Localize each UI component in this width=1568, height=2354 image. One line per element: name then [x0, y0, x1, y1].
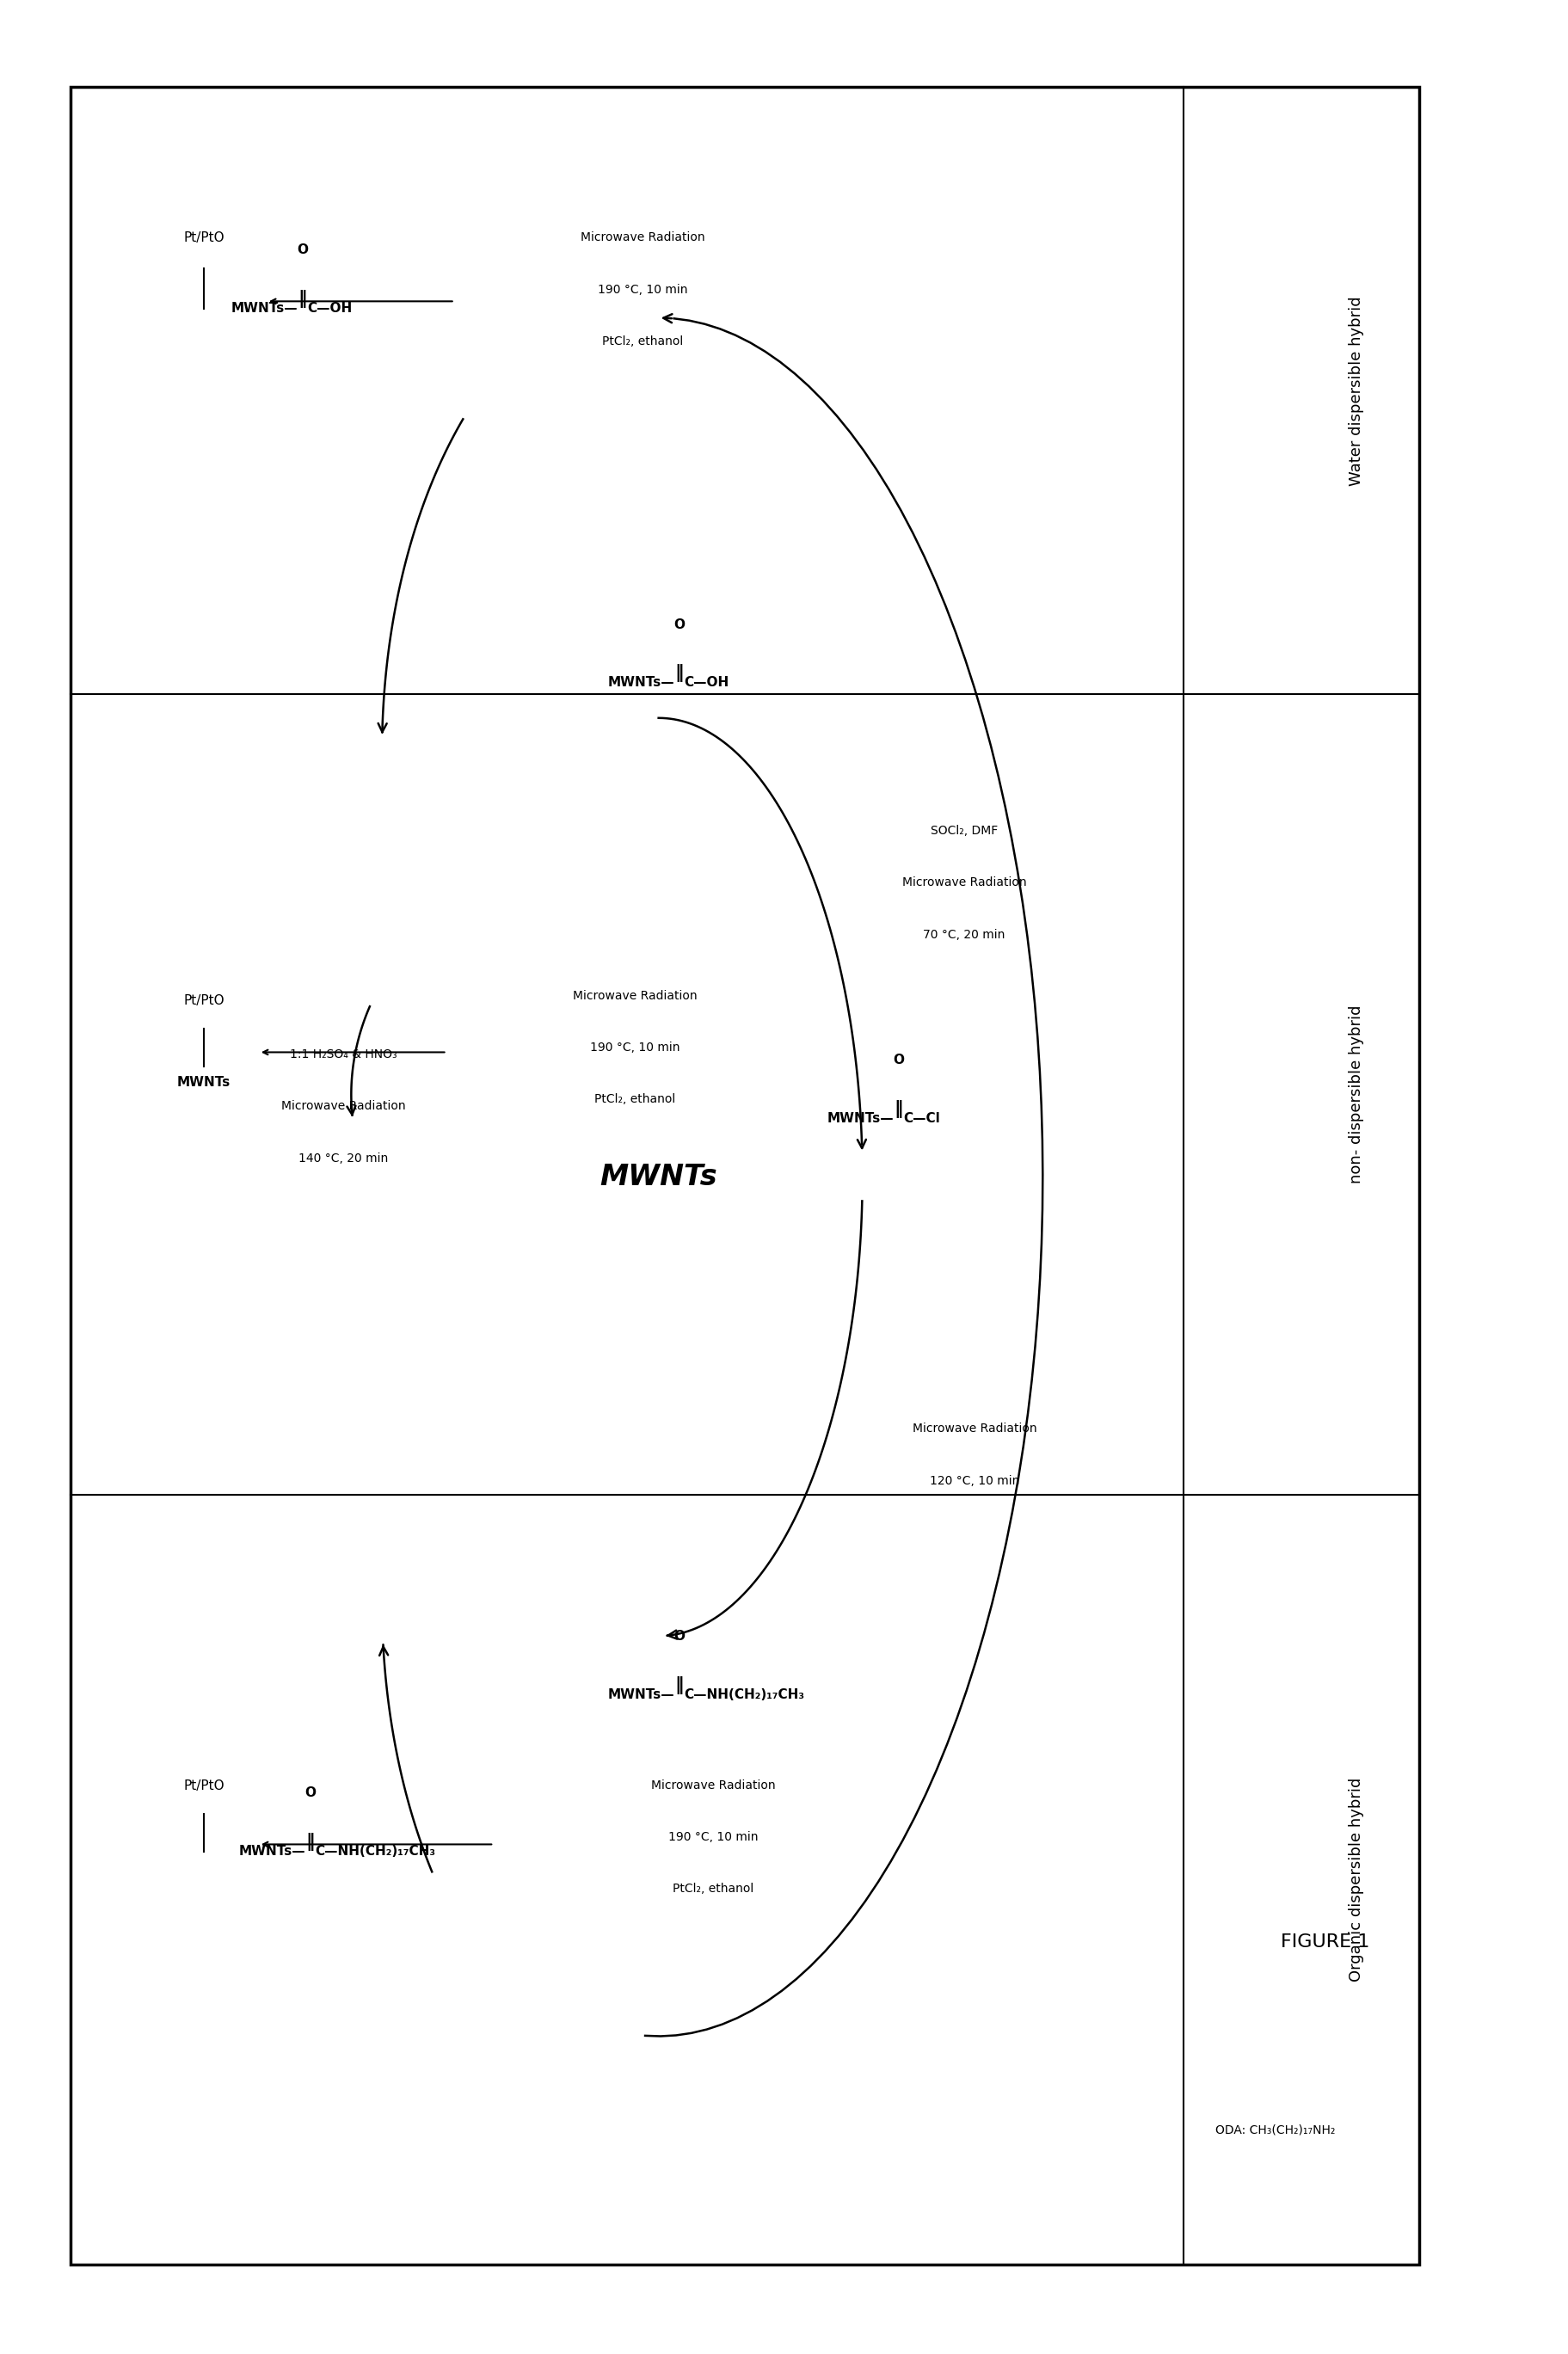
Text: Microwave Radiation: Microwave Radiation	[651, 1780, 776, 1791]
Bar	[71, 87, 1419, 2265]
Text: 190 °C, 10 min: 190 °C, 10 min	[590, 1040, 681, 1055]
Text: 140 °C, 20 min: 140 °C, 20 min	[299, 1151, 389, 1165]
Text: ‖: ‖	[674, 1676, 684, 1695]
Text: ODA: CH₃(CH₂)₁₇NH₂: ODA: CH₃(CH₂)₁₇NH₂	[1215, 2123, 1334, 2137]
Text: Microwave Radiation: Microwave Radiation	[580, 231, 706, 245]
Text: MWNTs: MWNTs	[177, 1076, 230, 1088]
Text: FIGURE 1: FIGURE 1	[1281, 1933, 1369, 1951]
Text: Pt/PtO: Pt/PtO	[183, 231, 224, 245]
Text: PtCl₂, ethanol: PtCl₂, ethanol	[673, 1883, 754, 1895]
Text: ‖: ‖	[298, 290, 307, 308]
Text: Pt/PtO: Pt/PtO	[183, 1780, 224, 1791]
Text: O: O	[673, 619, 685, 631]
Text: Water dispersible hybrid: Water dispersible hybrid	[1348, 297, 1364, 485]
Text: 190 °C, 10 min: 190 °C, 10 min	[668, 1831, 759, 1843]
Text: ‖: ‖	[306, 1834, 315, 1850]
Text: Microwave Radiation: Microwave Radiation	[902, 876, 1027, 890]
Text: 190 °C, 10 min: 190 °C, 10 min	[597, 282, 688, 297]
Text: MWNTs—: MWNTs—	[607, 1688, 674, 1702]
Text: C—Cl: C—Cl	[903, 1111, 939, 1125]
Text: ‖: ‖	[894, 1099, 903, 1118]
Text: C—NH(CH₂)₁₇CH₃: C—NH(CH₂)₁₇CH₃	[315, 1846, 436, 1857]
Text: Microwave Radiation: Microwave Radiation	[281, 1099, 406, 1113]
Text: O: O	[296, 245, 309, 257]
Text: PtCl₂, ethanol: PtCl₂, ethanol	[594, 1092, 676, 1106]
Text: C—OH: C—OH	[307, 301, 353, 315]
Text: ‖: ‖	[674, 664, 684, 683]
Text: MWNTs—: MWNTs—	[238, 1846, 306, 1857]
Text: C—OH: C—OH	[684, 676, 729, 690]
Text: SOCl₂, DMF: SOCl₂, DMF	[931, 824, 997, 838]
Text: non- dispersible hybrid: non- dispersible hybrid	[1348, 1005, 1364, 1184]
Text: MWNTs—: MWNTs—	[826, 1111, 894, 1125]
Text: Pt/PtO: Pt/PtO	[183, 993, 224, 1008]
Text: Organic dispersible hybrid: Organic dispersible hybrid	[1348, 1777, 1364, 1982]
Text: MWNTs—: MWNTs—	[230, 301, 298, 315]
Text: 120 °C, 10 min: 120 °C, 10 min	[930, 1474, 1019, 1488]
Text: O: O	[892, 1055, 905, 1066]
Text: 70 °C, 20 min: 70 °C, 20 min	[924, 927, 1005, 942]
Text: PtCl₂, ethanol: PtCl₂, ethanol	[602, 334, 684, 348]
Text: O: O	[304, 1787, 317, 1798]
Text: C—NH(CH₂)₁₇CH₃: C—NH(CH₂)₁₇CH₃	[684, 1688, 804, 1702]
Text: Microwave Radiation: Microwave Radiation	[913, 1422, 1036, 1436]
Text: O: O	[673, 1631, 685, 1643]
Text: MWNTs—: MWNTs—	[607, 676, 674, 690]
Text: MWNTs: MWNTs	[601, 1163, 717, 1191]
Text: 1:1 H₂SO₄ & HNO₃: 1:1 H₂SO₄ & HNO₃	[290, 1048, 397, 1062]
Text: Microwave Radiation: Microwave Radiation	[572, 989, 698, 1003]
